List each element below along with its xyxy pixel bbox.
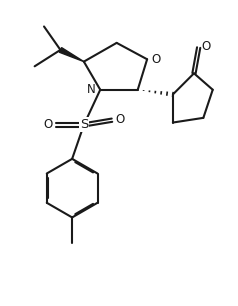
Text: O: O	[43, 118, 52, 131]
Text: O: O	[115, 113, 125, 126]
Text: O: O	[151, 53, 161, 66]
Polygon shape	[59, 48, 84, 62]
Text: S: S	[80, 118, 88, 131]
Text: N: N	[87, 83, 96, 96]
Text: O: O	[201, 40, 210, 53]
